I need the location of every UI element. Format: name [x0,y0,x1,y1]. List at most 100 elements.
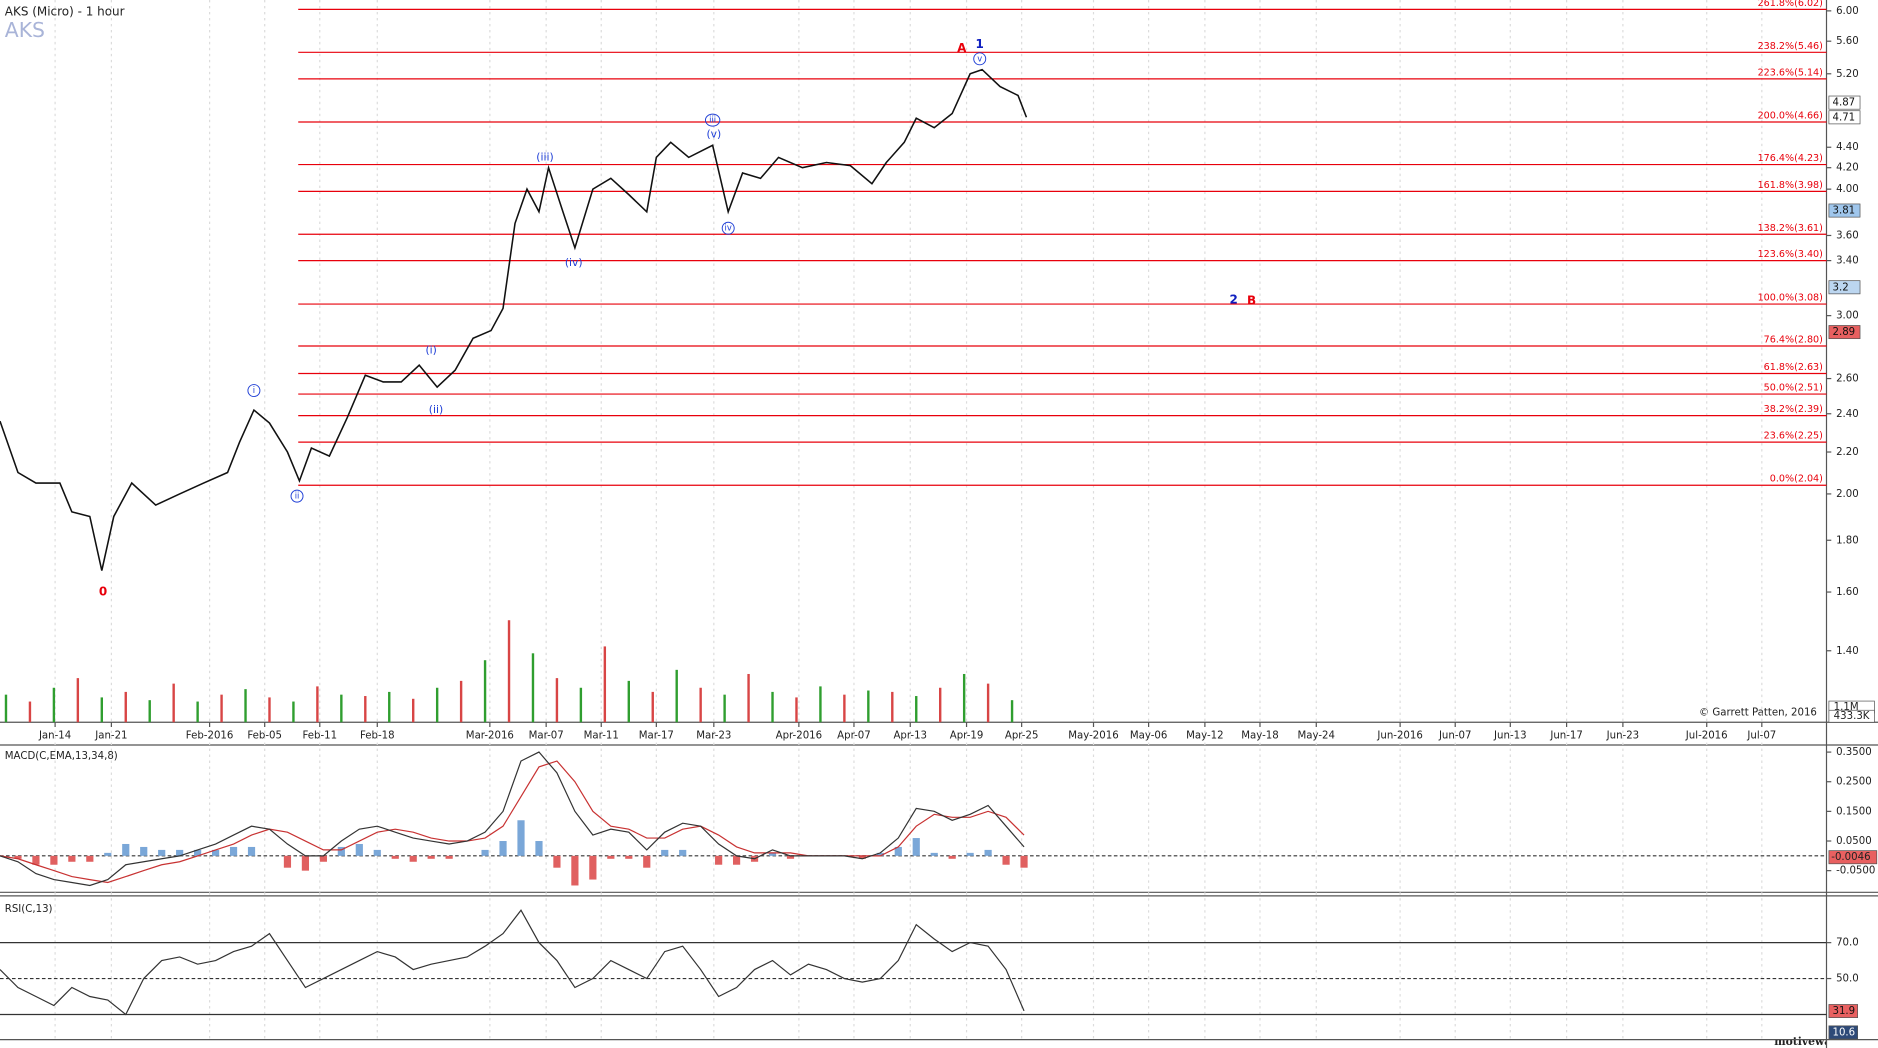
volume-bar [579,687,583,723]
histogram-bar [283,855,292,868]
y-tick-label: 0.1500 [1836,806,1872,817]
histogram-bar [984,849,992,856]
histogram-bar [571,855,579,886]
volume-bar [507,620,511,723]
x-tick-label: Jun-23 [1606,730,1640,741]
histogram-bar [876,852,884,856]
y-tick-label: 2.40 [1836,409,1859,420]
histogram-bar [499,841,507,856]
rsi-line [0,909,1025,1016]
y-tick-label: 5.20 [1836,69,1859,80]
fib-label: 161.8%(3.98) [1758,180,1823,191]
x-tick-label: Apr-07 [837,730,871,741]
wave-circle [290,489,304,503]
histogram-bar [211,849,220,856]
volume-bar [867,690,870,723]
copyright: © Garrett Patten, 2016 [1699,708,1817,719]
volume-bar [148,700,151,723]
x-tick-label: Jul-2016 [1685,730,1728,741]
macd-tag-label: -0.0046 [1831,852,1870,863]
wave-circle [721,221,735,235]
fib-label: 50.0%(2.51) [1764,383,1823,394]
volume-bar [843,694,846,723]
fib-label: 0.0%(2.04) [1770,474,1823,485]
x-tick-label: May-18 [1241,730,1278,741]
x-tick-label: Jun-17 [1549,730,1583,741]
y-tick-label: 1.60 [1836,587,1859,598]
fib-label: 100.0%(3.08) [1758,293,1823,304]
wave-label: 2 [1229,292,1237,306]
histogram-bar [643,855,651,868]
histogram-bar [409,855,417,862]
wave-label: (ii) [429,403,443,416]
histogram-bar [229,846,238,856]
histogram-bar [607,855,615,859]
volume-bar [891,691,894,723]
volume-bar [483,660,487,723]
y-tick-label: 3.00 [1836,311,1859,322]
x-tick-label: Jun-2016 [1376,730,1422,741]
volume-bar [627,680,630,723]
volume-bar [4,694,8,723]
volume-bar [819,686,822,723]
volume-bar [435,687,439,723]
volume-bar [196,701,199,723]
rsi-tag-label: 10.6 [1832,1027,1855,1038]
volume-bar [76,678,80,723]
histogram-bar [481,849,489,856]
fib-label: 176.4%(4.23) [1758,153,1823,164]
fib-label: 223.6%(5.14) [1758,67,1823,78]
volume-bar [172,683,175,723]
volume-bar [364,696,367,723]
volume-bar [603,646,607,723]
volume-bar [531,653,535,723]
macd-title: MACD(C,EMA,13,34,8) [5,751,118,762]
wave-label: (i) [425,344,436,357]
histogram-bar [445,855,453,859]
histogram-bar [732,855,741,865]
x-tick-label: Mar-23 [696,730,731,741]
histogram-bar [966,852,974,856]
volume-bar [292,701,295,723]
chart-title: AKS (Micro) - 1 hour [5,4,125,18]
volume-bar [52,687,56,723]
volume-bar [316,686,319,723]
volume-bar [986,683,990,723]
y-tick-label: 4.20 [1836,163,1859,174]
wave-label: (iv) [565,256,583,269]
fib-label: 23.6%(2.25) [1764,431,1823,442]
y-tick-label: 1.80 [1836,535,1859,546]
volume-bar [915,696,918,723]
x-tick-label: Feb-05 [247,730,282,741]
histogram-bar [661,849,669,856]
wave-label: (v) [706,127,721,140]
histogram-bar [679,849,687,856]
wave-label: iii [709,115,716,125]
volume-bar [1010,700,1014,723]
histogram-bar [176,849,184,856]
wave-circle [704,113,721,127]
histogram-bar [427,855,435,859]
histogram-bar [894,846,902,856]
histogram-bar [355,843,363,856]
x-tick-label: Jan-21 [94,730,127,741]
x-tick-label: Apr-2016 [776,730,823,741]
histogram-bar [86,855,94,862]
x-tick-label: May-2016 [1068,730,1118,741]
histogram-bar [50,855,58,865]
histogram-bar [715,855,723,865]
x-tick-label: Feb-18 [360,730,395,741]
volume-bar [939,687,942,723]
volume-bar [28,701,32,723]
histogram-bar [930,852,938,856]
y-tick-label: 2.60 [1836,374,1859,385]
macd-line [0,751,1025,887]
fib-label: 138.2%(3.61) [1758,223,1823,234]
wave-label: i [253,385,255,395]
histogram-bar [553,855,561,868]
y-tick-label: 0.3500 [1836,747,1872,758]
histogram-bar [768,852,777,856]
y-tick-label: 6.00 [1836,6,1859,17]
